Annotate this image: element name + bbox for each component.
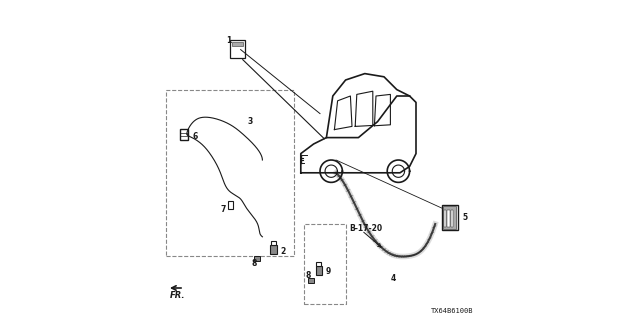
Bar bbox=[230, 40, 245, 58]
Bar bbox=[442, 205, 458, 230]
Text: FR.: FR. bbox=[170, 291, 186, 300]
Bar bbox=[232, 42, 243, 46]
Bar bbox=[451, 210, 453, 227]
Bar bbox=[304, 224, 346, 304]
Text: 6: 6 bbox=[193, 132, 198, 140]
Bar bbox=[254, 256, 260, 261]
Bar bbox=[444, 210, 447, 227]
Bar bbox=[270, 245, 276, 254]
Text: B-17-20: B-17-20 bbox=[349, 224, 382, 233]
Text: 9: 9 bbox=[326, 268, 331, 276]
Bar bbox=[228, 201, 233, 209]
Text: 4: 4 bbox=[391, 274, 396, 283]
Text: 8: 8 bbox=[305, 271, 310, 280]
Bar bbox=[443, 206, 456, 229]
Bar bbox=[447, 210, 450, 227]
Text: 2: 2 bbox=[280, 247, 285, 256]
Bar bbox=[308, 278, 314, 283]
Text: 3: 3 bbox=[248, 117, 253, 126]
Bar bbox=[317, 262, 321, 266]
Bar bbox=[180, 129, 188, 140]
Text: 5: 5 bbox=[462, 213, 468, 222]
Text: 7: 7 bbox=[220, 205, 226, 214]
Text: TX64B6100B: TX64B6100B bbox=[431, 308, 474, 314]
Bar bbox=[271, 241, 276, 245]
Bar bbox=[166, 90, 294, 256]
Text: 1: 1 bbox=[226, 36, 231, 44]
Text: 8: 8 bbox=[252, 259, 257, 268]
Bar bbox=[316, 266, 322, 275]
